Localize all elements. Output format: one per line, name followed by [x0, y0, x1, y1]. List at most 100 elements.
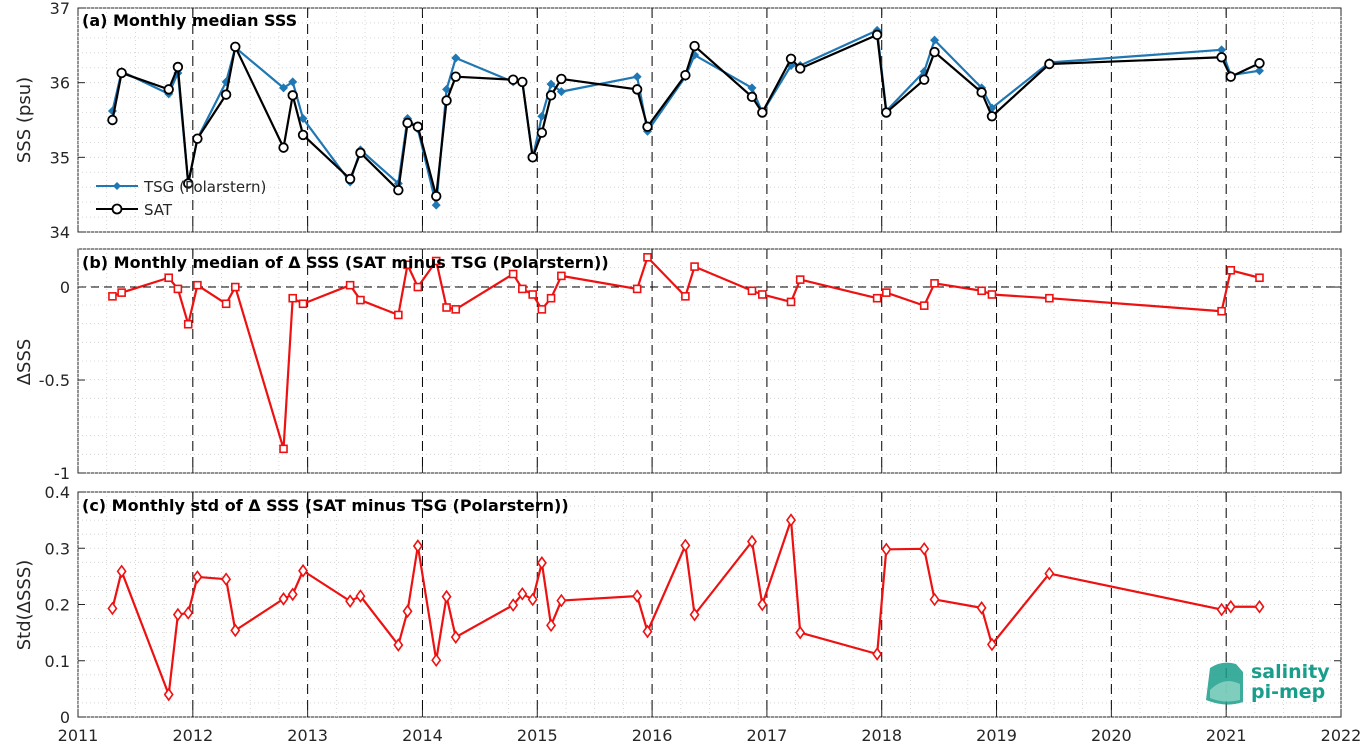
data-point: [507, 74, 519, 85]
data-point: [1255, 273, 1264, 283]
data-point: [108, 292, 117, 301]
x-tick-label: 2012: [172, 726, 213, 745]
data-point: [183, 606, 194, 620]
data-point: [287, 90, 298, 101]
data-point: [527, 152, 538, 163]
data-point: [786, 297, 796, 307]
data-point: [451, 53, 461, 63]
data-point: [279, 83, 289, 93]
data-point: [450, 630, 461, 644]
y-tick-label: 34: [50, 223, 70, 242]
data-point: [681, 292, 690, 301]
data-point: [355, 589, 366, 603]
data-point: [795, 63, 806, 74]
data-point: [557, 271, 566, 281]
data-point: [882, 288, 891, 297]
panel-c-series: [107, 513, 1265, 702]
data-point: [746, 91, 758, 103]
data-point: [163, 84, 174, 95]
data-point: [431, 200, 441, 210]
data-point: [919, 301, 929, 310]
x-tick-label: 2014: [402, 726, 443, 745]
data-point: [107, 601, 118, 616]
data-point: [1225, 599, 1236, 614]
logo-wave-highlight: [1210, 681, 1240, 702]
data-point: [795, 625, 806, 640]
x-tick-label: 2022: [1321, 726, 1362, 745]
data-point: [230, 623, 241, 638]
data-point: [518, 284, 527, 294]
data-point: [546, 618, 557, 633]
data-point: [287, 587, 298, 602]
data-point: [1044, 58, 1055, 70]
data-point: [872, 293, 882, 303]
data-point: [919, 74, 930, 85]
data-point: [872, 647, 883, 661]
data-point: [537, 111, 547, 121]
data-point: [344, 173, 356, 185]
data-point: [680, 538, 691, 553]
data-point: [442, 303, 451, 312]
y-tick-label: -0.5: [39, 371, 70, 390]
data-point: [987, 290, 997, 299]
data-point: [183, 319, 193, 329]
data-point: [871, 29, 883, 41]
x-tick-label: 2018: [861, 726, 902, 745]
data-point: [231, 282, 240, 292]
data-point: [393, 638, 404, 652]
y-tick-label: 0.4: [45, 483, 70, 502]
y-tick-label: 37: [50, 0, 70, 18]
panel-c-title: (c) Monthly std of Δ SSS (SAT minus TSG …: [82, 496, 569, 515]
data-point: [413, 282, 423, 292]
logo-line1: salinity: [1251, 661, 1330, 683]
data-point: [1254, 599, 1265, 614]
y-tick-label: -1: [54, 464, 70, 483]
data-point: [117, 288, 126, 297]
panel-b-delta-sss: -1 -0.5 0 (b) Monthly median of Δ SSS (SAT…: [14, 248, 1342, 483]
data-point: [278, 142, 289, 153]
data-point: [881, 542, 892, 557]
data-point: [632, 72, 642, 82]
data-point: [930, 279, 939, 288]
data-point: [545, 90, 557, 101]
x-tick-label: 2021: [1206, 726, 1247, 745]
x-tick-label: 2020: [1091, 726, 1132, 745]
data-point: [1045, 293, 1054, 303]
y-tick-label: 0.2: [45, 596, 70, 615]
data-point: [288, 77, 298, 87]
data-point: [431, 256, 441, 266]
data-point: [450, 71, 461, 82]
panel-c-x-ticks: 2011 2012 2013 2014 2015 2016 2017 2018 2019 2020…: [58, 726, 1362, 745]
data-point: [786, 513, 797, 527]
y-tick-label: 36: [50, 74, 70, 93]
data-point: [546, 79, 556, 89]
data-point: [356, 295, 365, 305]
data-point: [393, 184, 404, 196]
panel-a-sss: 34 35 36 37 (a) Monthly median SSS SSS (psu…: [14, 0, 1342, 242]
data-point: [643, 252, 652, 262]
data-point: [183, 178, 194, 189]
data-point: [163, 687, 174, 702]
data-point: [164, 273, 174, 283]
data-point: [172, 61, 184, 73]
y-tick-label: 0: [60, 278, 70, 297]
data-point: [757, 597, 768, 612]
data-point: [746, 534, 757, 549]
panel-c-y-ticks: 0 0.1 0.2 0.3 0.4: [45, 483, 1342, 727]
data-point: [298, 563, 309, 578]
data-point: [193, 280, 202, 290]
panel-c-std-delta-sss: 00.10.20.30.4 2011 2012 2013 2014 2015 2016 20…: [14, 483, 1361, 745]
data-point: [977, 286, 986, 296]
x-tick-label: 2017: [747, 726, 788, 745]
panel-a-y-ticks: 34 35 36 37: [50, 0, 1342, 242]
data-point: [220, 89, 232, 100]
data-point: [785, 53, 797, 64]
data-point: [689, 607, 700, 622]
data-point: [298, 114, 308, 124]
panel-b-grid: [77, 248, 1342, 474]
data-point: [172, 607, 183, 622]
data-point: [642, 121, 653, 132]
y-tick-label: 0.3: [45, 539, 70, 558]
data-point: [757, 107, 768, 118]
